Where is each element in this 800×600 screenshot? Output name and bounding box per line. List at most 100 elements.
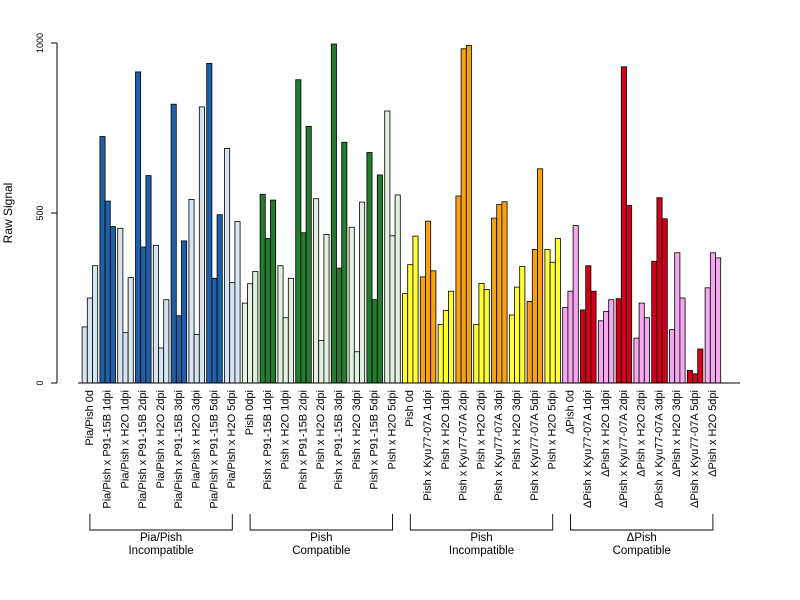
bar — [483, 289, 490, 384]
bar — [163, 299, 170, 384]
bar — [92, 265, 99, 384]
bar — [491, 217, 498, 384]
bar — [430, 270, 437, 384]
bar — [437, 324, 444, 384]
x-tick-label: Pish x H2O 3dpi — [351, 390, 363, 469]
bars — [81, 43, 722, 384]
bar — [531, 248, 538, 384]
bar — [686, 370, 693, 384]
bar — [127, 277, 134, 384]
bar — [99, 136, 106, 384]
bar — [336, 267, 343, 384]
bar — [402, 293, 409, 384]
bar — [282, 317, 289, 384]
bar — [496, 204, 503, 384]
bar — [104, 200, 111, 384]
group-bracket — [249, 514, 393, 531]
bar — [651, 260, 658, 384]
x-tick-label: Pish x H2O 1dpi — [280, 390, 292, 469]
bar — [198, 106, 205, 384]
bar — [697, 348, 704, 384]
bar — [715, 257, 722, 384]
bar — [465, 44, 472, 384]
bar — [692, 373, 699, 384]
bar — [188, 198, 195, 384]
group-brackets: Pia/PishIncompatiblePishCompatiblePishIn… — [89, 514, 714, 557]
x-tick-label: ΔPish 0d — [564, 390, 576, 434]
y-axis-label: Raw Signal — [1, 183, 15, 244]
bar — [590, 290, 597, 384]
x-tick-label: Pia/Pish 0d — [84, 390, 96, 446]
x-tick-label: Pia/Pish x P91-15B 5dpi — [208, 390, 220, 509]
x-tick-label: Pish x Kyu77-07A 3dpi — [493, 390, 505, 501]
bar — [270, 199, 277, 384]
bar — [562, 307, 569, 384]
bar — [407, 264, 414, 384]
bar — [442, 310, 449, 384]
bar — [234, 221, 241, 384]
bar — [206, 63, 213, 384]
x-tick-label: Pish x Kyu77-07A 2dpi — [458, 390, 470, 501]
bar — [264, 238, 271, 384]
bar — [384, 110, 391, 384]
bar — [247, 283, 254, 384]
bar — [117, 227, 124, 384]
bar — [145, 175, 152, 384]
bar — [348, 226, 355, 384]
y-axis: 0 500 1000 — [35, 33, 58, 386]
group-label-line2: Incompatible — [128, 545, 193, 557]
x-tick-label: Pia/Pish x P91-15B 3dpi — [173, 390, 185, 509]
bar — [252, 271, 259, 384]
x-tick-label: ΔPish x H2O 3dpi — [671, 390, 683, 477]
bar — [572, 225, 579, 384]
x-tick-label: Pish x H2O 5dpi — [386, 390, 398, 469]
x-tick-label: Pish x P91-15B 3dpi — [333, 390, 345, 490]
bar — [300, 232, 307, 384]
x-tick-label: Pia/Pish x H2O 2dpi — [155, 390, 167, 488]
bar — [608, 299, 615, 384]
group-label-line1: Pia/Pish — [140, 532, 182, 544]
group-label-line2: Compatible — [613, 545, 671, 557]
y-tick-label: 0 — [35, 380, 45, 385]
x-tick-labels: Pia/Pish 0d Pia/Pish x P91-15B 1dpi Pia/Pi… — [84, 390, 719, 509]
bar — [152, 244, 159, 384]
bar — [508, 314, 515, 384]
bar — [656, 197, 663, 384]
x-tick-label: Pia/Pish x P91-15B 2dpi — [137, 390, 149, 509]
x-tick-label: Pia/Pish x H2O 3dpi — [191, 390, 203, 488]
x-tick-label: Pia/Pish x H2O 5dpi — [226, 390, 238, 488]
bar — [175, 315, 182, 384]
bar — [353, 351, 360, 384]
bar — [603, 311, 610, 384]
bar — [181, 240, 188, 384]
group-label-line1: Pish — [310, 532, 332, 544]
x-tick-label: Pish x P91-15B 5dpi — [369, 390, 381, 490]
bar — [158, 347, 165, 384]
bar — [425, 220, 432, 384]
bar — [330, 43, 337, 384]
bar — [376, 174, 383, 384]
x-tick-label: ΔPish x Kyu77-07A 2dpi — [618, 390, 630, 508]
bar — [277, 265, 284, 384]
bar — [460, 48, 467, 384]
bar — [224, 147, 231, 384]
bar — [394, 194, 401, 384]
bar — [305, 125, 312, 384]
x-tick-label: Pish x H2O 2dpi — [315, 390, 327, 469]
bar — [674, 252, 681, 384]
x-tick-label: ΔPish x Kyu77-07A 1dpi — [582, 390, 594, 508]
bar — [211, 277, 218, 384]
bar — [709, 252, 716, 384]
bar — [170, 103, 177, 384]
bar — [567, 290, 574, 384]
bar — [287, 277, 294, 384]
bar — [313, 198, 320, 384]
x-tick-label: Pish x H2O 1dpi — [440, 390, 452, 469]
group-label-line1: Pish — [470, 532, 492, 544]
x-tick-label: Pia/Pish x P91-15B 1dpi — [102, 390, 114, 509]
group-bracket — [89, 514, 233, 531]
group-label-line2: Compatible — [292, 545, 350, 557]
x-tick-label: Pish x Kyu77-07A 1dpi — [422, 390, 434, 501]
group-bracket — [409, 514, 554, 531]
bar — [448, 290, 455, 384]
